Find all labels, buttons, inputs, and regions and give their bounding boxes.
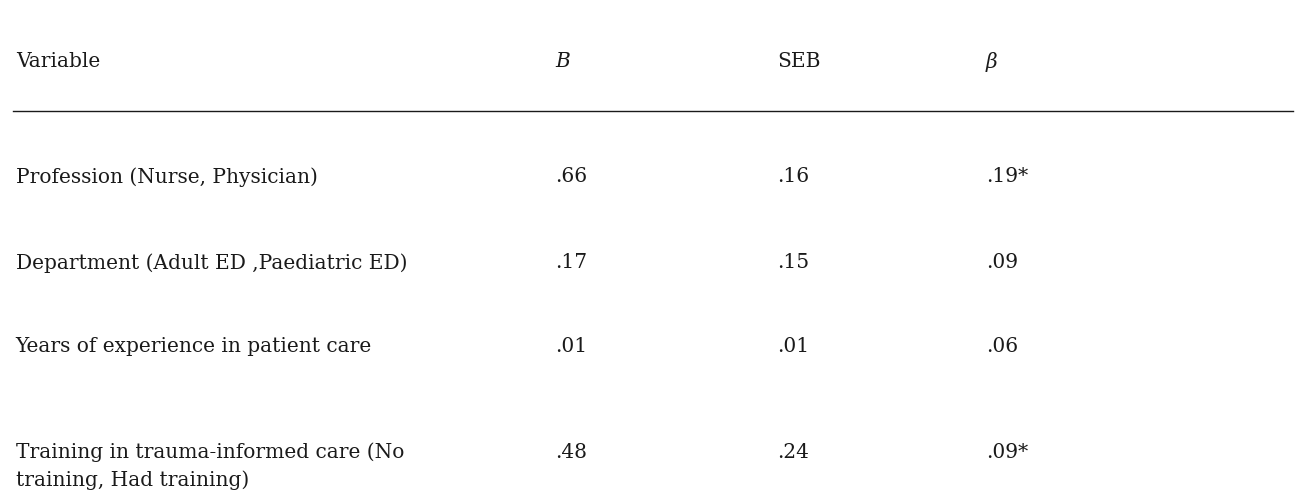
Text: Variable: Variable (16, 52, 101, 71)
Text: .01: .01 (777, 337, 810, 356)
Text: Profession (Nurse, Physician): Profession (Nurse, Physician) (16, 167, 317, 187)
Text: .17: .17 (555, 253, 588, 273)
Text: .01: .01 (555, 337, 588, 356)
Text: SEB: SEB (777, 52, 820, 71)
Text: .06: .06 (986, 337, 1019, 356)
Text: Years of experience in patient care: Years of experience in patient care (16, 337, 372, 356)
Text: β: β (986, 52, 998, 72)
Text: .19*: .19* (986, 167, 1028, 186)
Text: Department (Adult ED ,Paediatric ED): Department (Adult ED ,Paediatric ED) (16, 253, 407, 273)
Text: B: B (555, 52, 569, 71)
Text: Training in trauma-informed care (No
training, Had training): Training in trauma-informed care (No tra… (16, 443, 404, 490)
Text: .15: .15 (777, 253, 810, 273)
Text: .48: .48 (555, 443, 588, 462)
Text: .09: .09 (986, 253, 1019, 273)
Text: .24: .24 (777, 443, 808, 462)
Text: .16: .16 (777, 167, 810, 186)
Text: .66: .66 (555, 167, 588, 186)
Text: .09*: .09* (986, 443, 1028, 462)
